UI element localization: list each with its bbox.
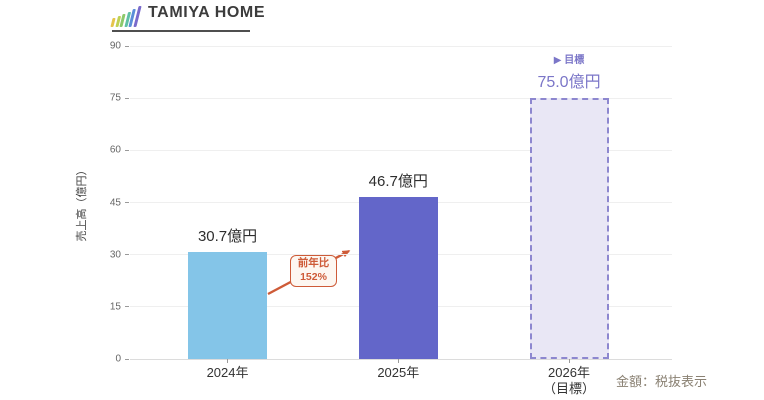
- logo-underline: [112, 30, 250, 32]
- y-tick-label: 60: [109, 144, 121, 156]
- bar-value-label: 46.7億円: [368, 172, 428, 190]
- y-tick-mark: [125, 45, 129, 47]
- y-tick-label: 75: [109, 92, 121, 104]
- yoy-growth-annotation: 前年比 152%: [290, 255, 337, 287]
- x-category-label: 2025年: [328, 365, 468, 381]
- x-category-label-line: （目標）: [543, 381, 596, 397]
- gridline: [130, 97, 672, 99]
- bar-chart-plot-area: 売上高（億円） 前年比 152% 0 15 30 45 60 75 90 30.7億円 2024…: [76, 41, 672, 396]
- gridline: [130, 45, 672, 47]
- target-value: 75.0億円: [537, 74, 601, 92]
- y-tick-label: 0: [115, 353, 121, 365]
- y-tick-mark: [125, 254, 129, 256]
- bar-2024年: [188, 252, 268, 359]
- y-tick-mark: [125, 97, 129, 99]
- bar-value-label: 30.7億円: [197, 228, 258, 246]
- tax-exclusion-note: 金額：税抜表示: [616, 374, 708, 389]
- gridline: [130, 149, 672, 151]
- y-tick-mark: [125, 358, 129, 360]
- x-tick-mark: [568, 359, 570, 363]
- yoy-growth-annotation-line1: 前年比: [297, 257, 330, 270]
- x-category-label: 2026年 （目標）: [499, 365, 639, 398]
- bar-2025年: [358, 196, 438, 359]
- bar-2026年: [529, 98, 609, 359]
- x-category-label: 2024年: [158, 365, 298, 381]
- y-tick-label: 15: [109, 301, 121, 313]
- target-flag-label: ▶ 目標: [553, 55, 585, 67]
- bar-chart-logo-icon: [110, 6, 143, 27]
- y-tick-label: 30: [109, 249, 121, 261]
- x-category-label-line: 2025年: [377, 365, 420, 380]
- x-category-label-line: 2026年: [548, 365, 590, 380]
- x-tick-mark: [227, 359, 229, 363]
- y-tick-label: 90: [109, 40, 121, 52]
- company-name: TAMIYA HOME: [148, 4, 266, 21]
- x-axis-line: [130, 358, 672, 360]
- y-tick-mark: [125, 306, 129, 308]
- y-tick-mark: [125, 149, 129, 151]
- y-axis-title: 売上高（億円）: [76, 164, 88, 241]
- yoy-growth-annotation-line2: 152%: [300, 271, 327, 283]
- y-tick-mark: [125, 202, 129, 203]
- x-tick-mark: [397, 359, 399, 363]
- x-category-label-line: 2024年: [206, 365, 249, 380]
- bar-value-label: ▶ 目標 75.0億円: [499, 51, 639, 92]
- y-tick-label: 45: [109, 197, 121, 208]
